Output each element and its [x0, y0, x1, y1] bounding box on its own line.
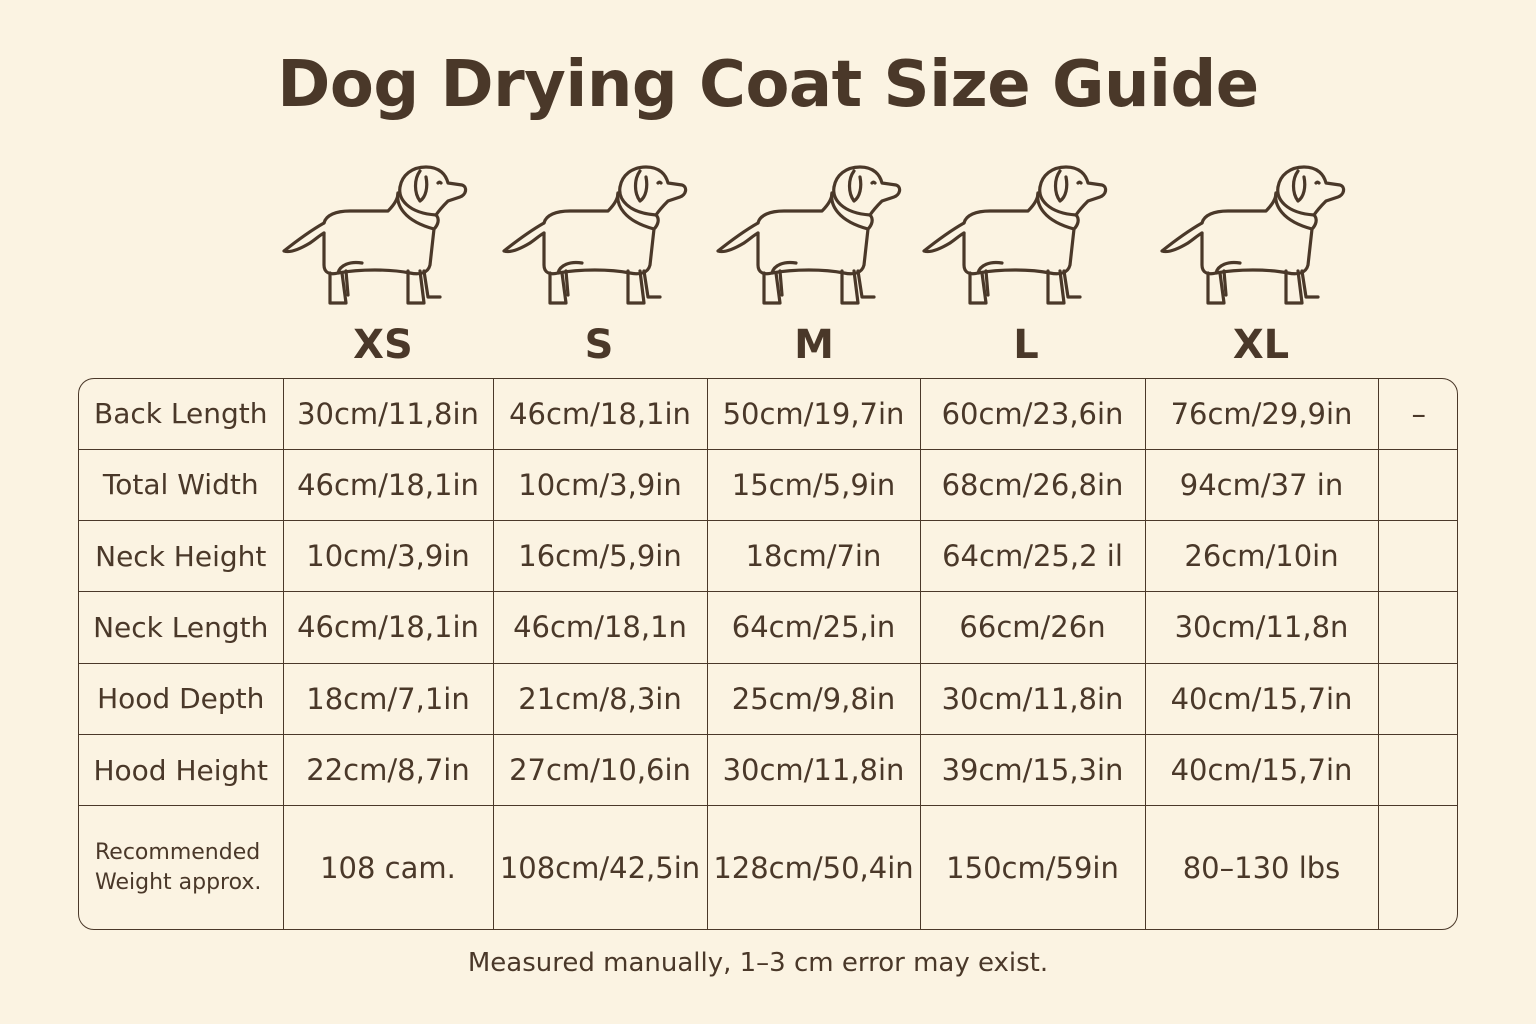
table-cell-extra: [1377, 662, 1457, 735]
table-cell: 30cm/11,8in: [919, 662, 1146, 735]
table-cell: 26cm/10in: [1144, 520, 1379, 593]
table-cell: 18cm/7in: [706, 520, 921, 593]
table-cell-extra: [1377, 733, 1457, 807]
table-cell: 80–130 lbs: [1144, 805, 1379, 929]
table-cell: 22cm/8,7in: [282, 733, 494, 807]
table-cell: 18cm/7,1in: [282, 662, 494, 735]
size-label-l: L: [1013, 322, 1039, 368]
table-row-total-width: Total Width 46cm/18,1in 10cm/3,9in 15cm/…: [79, 448, 1457, 522]
table-cell: 30cm/11,8in: [706, 733, 921, 807]
table-cell: 30cm/11,8n: [1144, 591, 1379, 664]
table-cell: 46cm/18,1n: [492, 591, 708, 664]
table-cell: 40cm/15,7in: [1144, 662, 1379, 735]
dog-in-drying-coat-icon: [714, 165, 904, 310]
table-cell-extra: [1377, 448, 1457, 522]
table-cell: 150cm/59in: [919, 805, 1146, 929]
row-label: Hood Height: [79, 733, 284, 807]
table-cell: 21cm/8,3in: [492, 662, 708, 735]
size-label-s: S: [584, 322, 614, 368]
dog-in-drying-coat-icon: [920, 165, 1110, 310]
dog-in-drying-coat-icon: [1158, 165, 1348, 310]
table-cell: 128cm/50,4in: [706, 805, 921, 929]
dog-in-drying-coat-icon: [500, 165, 690, 310]
table-row-neck-height: Neck Height 10cm/3,9in 16cm/5,9in 18cm/7…: [79, 520, 1457, 593]
table-cell: 76cm/29,9in: [1144, 379, 1379, 450]
table-row-recommended-weight: Recommended Weight approx. 108 cam. 108c…: [79, 805, 1457, 929]
row-label: Total Width: [79, 448, 284, 522]
table-row-hood-height: Hood Height 22cm/8,7in 27cm/10,6in 30cm/…: [79, 733, 1457, 807]
table-cell: 39cm/15,3in: [919, 733, 1146, 807]
table-cell: 60cm/23,6in: [919, 379, 1146, 450]
table-cell: 66cm/26n: [919, 591, 1146, 664]
row-label: Neck Height: [79, 520, 284, 593]
size-label-xl: XL: [1232, 322, 1290, 368]
table-cell: 50cm/19,7in: [706, 379, 921, 450]
table-cell-extra: [1377, 520, 1457, 593]
table-cell: 108 cam.: [282, 805, 494, 929]
size-label-xs: XS: [353, 322, 413, 368]
table-cell: 46cm/18,1in: [282, 591, 494, 664]
table-cell: 16cm/5,9in: [492, 520, 708, 593]
table-cell: 40cm/15,7in: [1144, 733, 1379, 807]
table-cell: 27cm/10,6in: [492, 733, 708, 807]
table-cell: 25cm/9,8in: [706, 662, 921, 735]
row-label: Hood Depth: [79, 662, 284, 735]
table-cell: 68cm/26,8in: [919, 448, 1146, 522]
page-title: Dog Drying Coat Size Guide: [277, 48, 1259, 122]
table-cell: 46cm/18,1in: [282, 448, 494, 522]
table-row-back-length: Back Length 30cm/11,8in 46cm/18,1in 50cm…: [79, 379, 1457, 450]
size-table: Back Length 30cm/11,8in 46cm/18,1in 50cm…: [79, 379, 1457, 929]
table-cell: 46cm/18,1in: [492, 379, 708, 450]
table-cell: 64cm/25,2 il: [919, 520, 1146, 593]
table-cell: 64cm/25,in: [706, 591, 921, 664]
row-label: Recommended Weight approx.: [79, 805, 284, 929]
size-label-m: M: [794, 322, 834, 368]
table-cell: 108cm/42,5in: [492, 805, 708, 929]
table-cell: 10cm/3,9in: [492, 448, 708, 522]
table-cell: 10cm/3,9in: [282, 520, 494, 593]
table-cell: 94cm/37 in: [1144, 448, 1379, 522]
table-row-hood-depth: Hood Depth 18cm/7,1in 21cm/8,3in 25cm/9,…: [79, 662, 1457, 735]
dog-in-drying-coat-icon: [280, 165, 470, 310]
table-cell-extra: [1377, 591, 1457, 664]
table-cell-extra: –: [1377, 379, 1457, 450]
footnote: Measured manually, 1–3 cm error may exis…: [467, 948, 1049, 978]
table-cell-extra: [1377, 805, 1457, 929]
row-label: Neck Length: [79, 591, 284, 664]
row-label: Back Length: [79, 379, 284, 450]
table-cell: 15cm/5,9in: [706, 448, 921, 522]
table-row-neck-length: Neck Length 46cm/18,1in 46cm/18,1n 64cm/…: [79, 591, 1457, 664]
size-table-container: Back Length 30cm/11,8in 46cm/18,1in 50cm…: [78, 378, 1458, 930]
table-cell: 30cm/11,8in: [282, 379, 494, 450]
